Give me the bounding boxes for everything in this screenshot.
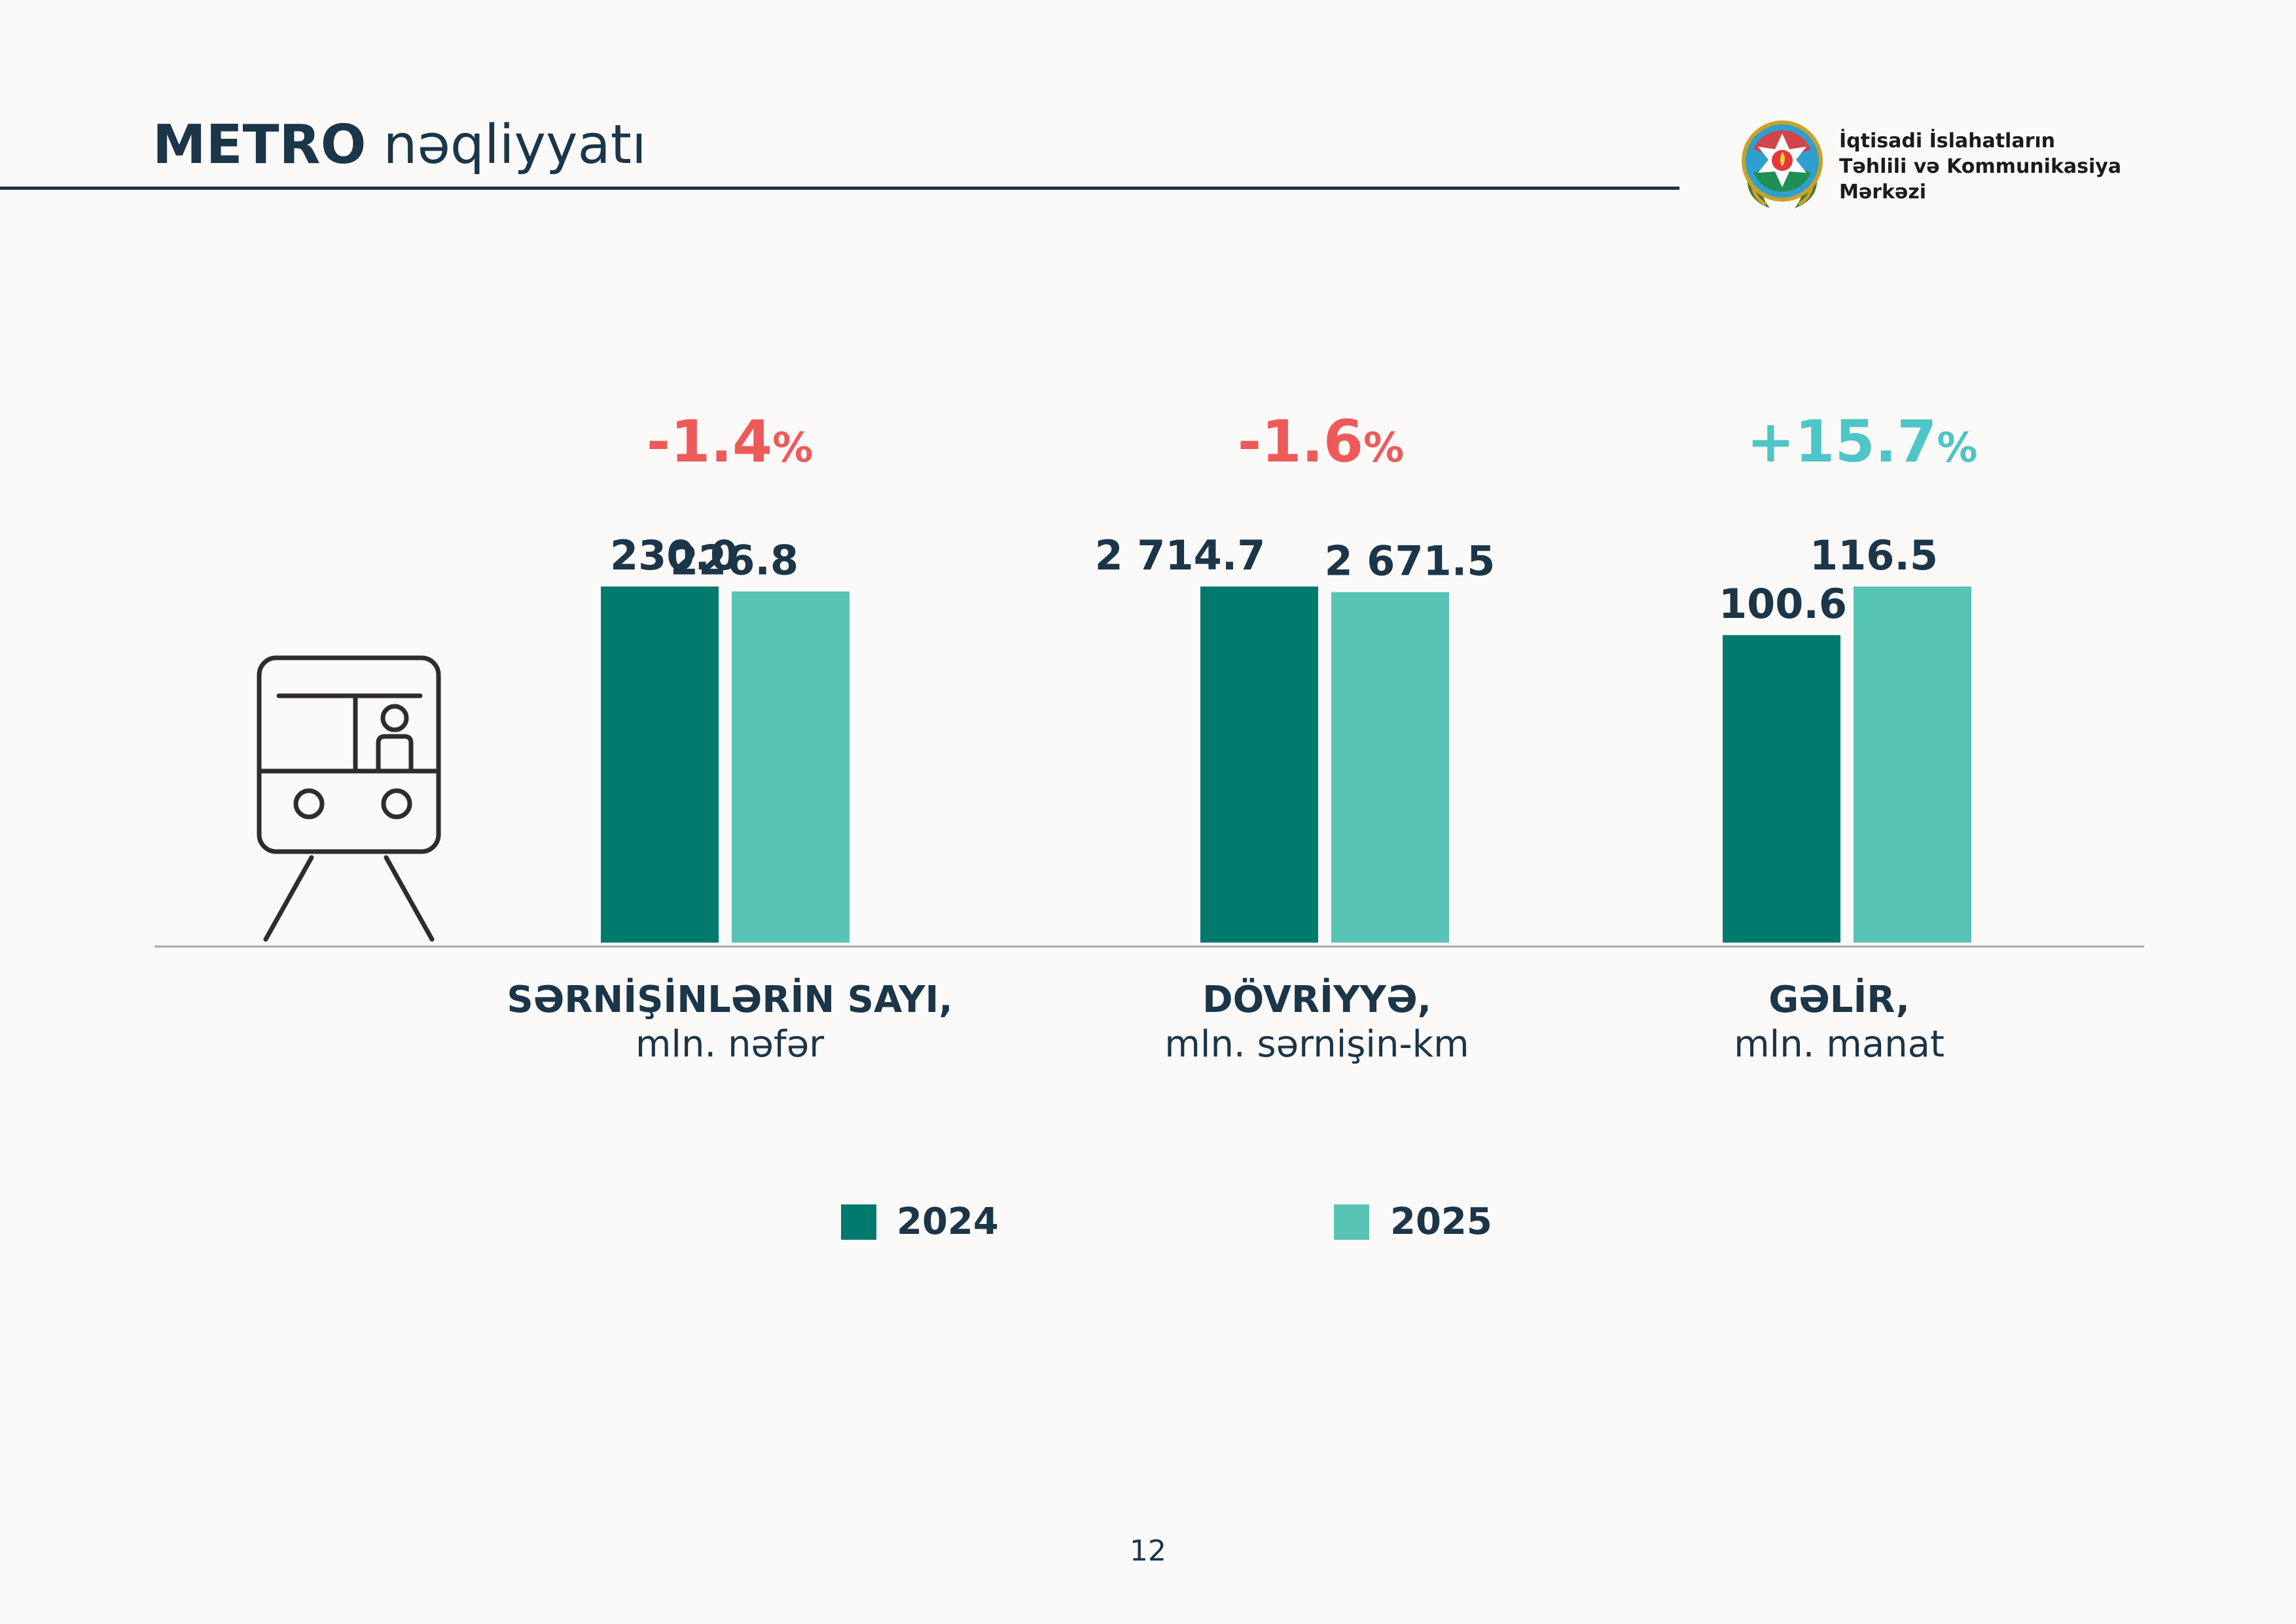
bar-2024-group-1 — [601, 586, 719, 943]
category-label-group-2: DÖVRİYYƏ, — [1202, 979, 1431, 1021]
value-label-2024-group-2: 2 714.7 — [1095, 532, 1266, 579]
value-label-2025-group-3: 116.5 — [1810, 532, 1938, 579]
unit-label-group-3: mln. manat — [1734, 1023, 1945, 1066]
category-label-group-1: SƏRNİŞİNLƏRİN SAYI, — [507, 979, 952, 1021]
organization-name-line-1: İqtisadi İslahatların — [1839, 130, 2056, 153]
bar-2025-group-3 — [1854, 586, 1971, 943]
organization-name: İqtisadi İslahatların Təhlili və Kommuni… — [1839, 128, 2121, 205]
page-title-rest: nəqliyyatı — [366, 114, 647, 176]
change-percent-sign: % — [1937, 424, 1977, 471]
bar-2025-group-1 — [732, 591, 850, 943]
change-percent-sign: % — [772, 424, 813, 471]
value-label-2024-group-1: 230.0 — [610, 532, 738, 579]
azerbaijan-emblem-icon — [1742, 120, 1823, 208]
metro-train-icon — [257, 655, 441, 942]
header-divider — [0, 187, 1679, 190]
page-number: 12 — [1130, 1534, 1166, 1568]
value-label-2025-group-1: 226.8 — [670, 537, 798, 585]
unit-label-group-2: mln. sərnişin-km — [1164, 1023, 1469, 1066]
value-label-2024-group-3: 100.6 — [1719, 580, 1847, 628]
bar-2024-group-3 — [1723, 635, 1840, 943]
change-value: -1.4 — [647, 408, 772, 475]
change-value: +15.7 — [1747, 408, 1937, 475]
change-value: -1.6 — [1238, 408, 1363, 475]
legend-swatch-2024 — [841, 1204, 876, 1240]
organization-name-line-2: Təhlili və Kommunikasiya — [1839, 155, 2122, 178]
legend-label-2024: 2024 — [897, 1200, 999, 1243]
page-title: METRO nəqliyyatı — [152, 113, 647, 178]
organization-name-line-3: Mərkəzi — [1839, 181, 1927, 204]
change-label-group-2: -1.6% — [1238, 408, 1405, 475]
unit-label-group-1: mln. nəfər — [636, 1023, 825, 1066]
bar-2025-group-2 — [1331, 592, 1449, 943]
legend-label-2025: 2025 — [1390, 1200, 1492, 1243]
category-label-group-3: GƏLİR, — [1768, 979, 1909, 1021]
value-label-2025-group-2: 2 671.5 — [1325, 537, 1496, 585]
change-percent-sign: % — [1363, 424, 1404, 471]
change-label-group-1: -1.4% — [647, 408, 814, 475]
organization-logo-block: İqtisadi İslahatların Təhlili və Kommuni… — [1733, 115, 2152, 213]
legend-swatch-2025 — [1334, 1204, 1369, 1240]
bar-2024-group-2 — [1200, 586, 1318, 943]
page-title-strong: METRO — [152, 114, 367, 176]
change-label-group-3: +15.7% — [1747, 408, 1978, 475]
